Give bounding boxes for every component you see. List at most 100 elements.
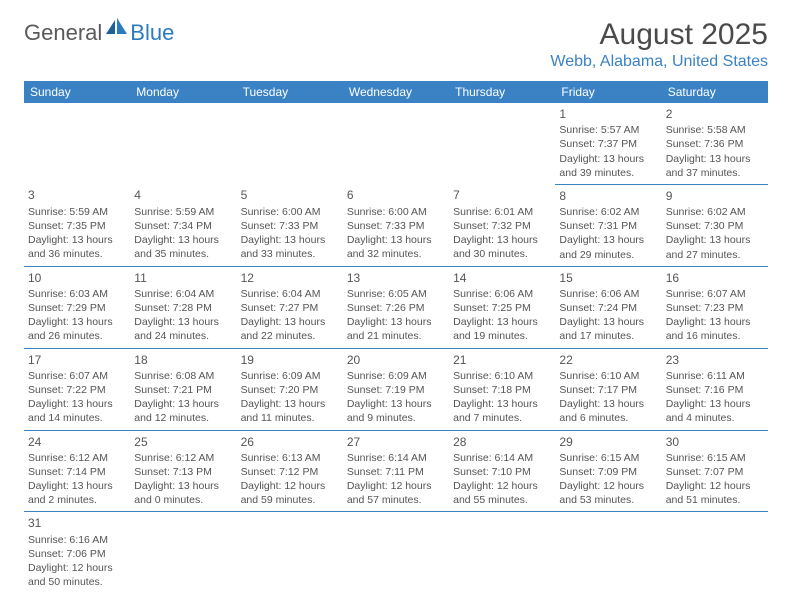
logo-text-general: General: [24, 20, 102, 46]
sunset-text: Sunset: 7:18 PM: [453, 383, 551, 397]
daylight-text: Daylight: 13 hours: [241, 397, 339, 411]
sunset-text: Sunset: 7:33 PM: [241, 219, 339, 233]
daylight-text: and 14 minutes.: [28, 411, 126, 425]
calendar-row: 31Sunrise: 6:16 AMSunset: 7:06 PMDayligh…: [24, 512, 768, 593]
daylight-text: Daylight: 12 hours: [666, 479, 764, 493]
sunset-text: Sunset: 7:30 PM: [666, 219, 764, 233]
day-number: 25: [134, 434, 232, 450]
daylight-text: Daylight: 12 hours: [559, 479, 657, 493]
calendar-cell: [343, 103, 449, 184]
calendar-cell: 25Sunrise: 6:12 AMSunset: 7:13 PMDayligh…: [130, 430, 236, 512]
sunrise-text: Sunrise: 5:58 AM: [666, 123, 764, 137]
sunset-text: Sunset: 7:07 PM: [666, 465, 764, 479]
daylight-text: Daylight: 13 hours: [134, 233, 232, 247]
calendar-cell: 18Sunrise: 6:08 AMSunset: 7:21 PMDayligh…: [130, 348, 236, 430]
day-number: 14: [453, 270, 551, 286]
daylight-text: Daylight: 13 hours: [347, 397, 445, 411]
sunrise-text: Sunrise: 6:08 AM: [134, 369, 232, 383]
day-number: 8: [559, 188, 657, 204]
daylight-text: Daylight: 13 hours: [559, 397, 657, 411]
day-number: 15: [559, 270, 657, 286]
sunset-text: Sunset: 7:28 PM: [134, 301, 232, 315]
daylight-text: and 22 minutes.: [241, 329, 339, 343]
sunset-text: Sunset: 7:36 PM: [666, 137, 764, 151]
sunset-text: Sunset: 7:35 PM: [28, 219, 126, 233]
title-block: August 2025 Webb, Alabama, United States: [550, 18, 768, 71]
day-number: 29: [559, 434, 657, 450]
day-number: 5: [241, 187, 339, 203]
sunrise-text: Sunrise: 6:10 AM: [559, 369, 657, 383]
sunrise-text: Sunrise: 6:03 AM: [28, 287, 126, 301]
calendar-row: 24Sunrise: 6:12 AMSunset: 7:14 PMDayligh…: [24, 430, 768, 512]
calendar-table: Sunday Monday Tuesday Wednesday Thursday…: [24, 81, 768, 593]
day-number: 27: [347, 434, 445, 450]
calendar-cell: 15Sunrise: 6:06 AMSunset: 7:24 PMDayligh…: [555, 266, 661, 348]
header: General Blue August 2025 Webb, Alabama, …: [24, 18, 768, 71]
daylight-text: Daylight: 13 hours: [347, 233, 445, 247]
daylight-text: and 39 minutes.: [559, 166, 657, 180]
day-number: 31: [28, 515, 126, 531]
daylight-text: and 50 minutes.: [28, 575, 126, 589]
daylight-text: Daylight: 13 hours: [28, 233, 126, 247]
sunrise-text: Sunrise: 6:07 AM: [666, 287, 764, 301]
weekday-header-row: Sunday Monday Tuesday Wednesday Thursday…: [24, 81, 768, 103]
sunrise-text: Sunrise: 5:59 AM: [134, 205, 232, 219]
daylight-text: Daylight: 12 hours: [347, 479, 445, 493]
daylight-text: Daylight: 12 hours: [453, 479, 551, 493]
calendar-cell: 24Sunrise: 6:12 AMSunset: 7:14 PMDayligh…: [24, 430, 130, 512]
sunrise-text: Sunrise: 6:09 AM: [347, 369, 445, 383]
calendar-cell: 27Sunrise: 6:14 AMSunset: 7:11 PMDayligh…: [343, 430, 449, 512]
sunrise-text: Sunrise: 6:05 AM: [347, 287, 445, 301]
sunrise-text: Sunrise: 6:07 AM: [28, 369, 126, 383]
calendar-cell: 11Sunrise: 6:04 AMSunset: 7:28 PMDayligh…: [130, 266, 236, 348]
sunrise-text: Sunrise: 6:06 AM: [559, 287, 657, 301]
calendar-cell: [130, 512, 236, 593]
calendar-cell: [237, 512, 343, 593]
daylight-text: Daylight: 13 hours: [666, 397, 764, 411]
daylight-text: and 21 minutes.: [347, 329, 445, 343]
calendar-cell: 23Sunrise: 6:11 AMSunset: 7:16 PMDayligh…: [662, 348, 768, 430]
sunrise-text: Sunrise: 6:01 AM: [453, 205, 551, 219]
daylight-text: and 26 minutes.: [28, 329, 126, 343]
day-number: 21: [453, 352, 551, 368]
daylight-text: and 30 minutes.: [453, 247, 551, 261]
calendar-cell: 8Sunrise: 6:02 AMSunset: 7:31 PMDaylight…: [555, 184, 661, 266]
sunrise-text: Sunrise: 6:06 AM: [453, 287, 551, 301]
daylight-text: Daylight: 13 hours: [28, 397, 126, 411]
day-number: 7: [453, 187, 551, 203]
day-number: 3: [28, 187, 126, 203]
weekday-header: Saturday: [662, 81, 768, 103]
sunset-text: Sunset: 7:24 PM: [559, 301, 657, 315]
calendar-cell: 22Sunrise: 6:10 AMSunset: 7:17 PMDayligh…: [555, 348, 661, 430]
calendar-cell: 21Sunrise: 6:10 AMSunset: 7:18 PMDayligh…: [449, 348, 555, 430]
month-title: August 2025: [550, 18, 768, 51]
day-number: 18: [134, 352, 232, 368]
location: Webb, Alabama, United States: [550, 53, 768, 71]
sunrise-text: Sunrise: 6:04 AM: [241, 287, 339, 301]
daylight-text: Daylight: 13 hours: [666, 315, 764, 329]
calendar-cell: [555, 512, 661, 593]
daylight-text: and 27 minutes.: [666, 248, 764, 262]
calendar-cell: 14Sunrise: 6:06 AMSunset: 7:25 PMDayligh…: [449, 266, 555, 348]
sunset-text: Sunset: 7:20 PM: [241, 383, 339, 397]
sunset-text: Sunset: 7:19 PM: [347, 383, 445, 397]
calendar-cell: [662, 512, 768, 593]
weekday-header: Tuesday: [237, 81, 343, 103]
daylight-text: and 4 minutes.: [666, 411, 764, 425]
daylight-text: Daylight: 12 hours: [241, 479, 339, 493]
daylight-text: Daylight: 13 hours: [453, 315, 551, 329]
weekday-header: Monday: [130, 81, 236, 103]
sunset-text: Sunset: 7:27 PM: [241, 301, 339, 315]
daylight-text: Daylight: 13 hours: [453, 233, 551, 247]
sunrise-text: Sunrise: 6:02 AM: [666, 205, 764, 219]
calendar-cell: 2Sunrise: 5:58 AMSunset: 7:36 PMDaylight…: [662, 103, 768, 184]
sunset-text: Sunset: 7:10 PM: [453, 465, 551, 479]
daylight-text: and 57 minutes.: [347, 493, 445, 507]
day-number: 23: [666, 352, 764, 368]
calendar-cell: [449, 103, 555, 184]
day-number: 30: [666, 434, 764, 450]
daylight-text: and 53 minutes.: [559, 493, 657, 507]
day-number: 28: [453, 434, 551, 450]
sunrise-text: Sunrise: 6:00 AM: [241, 205, 339, 219]
logo-sail-icon: [106, 18, 128, 39]
